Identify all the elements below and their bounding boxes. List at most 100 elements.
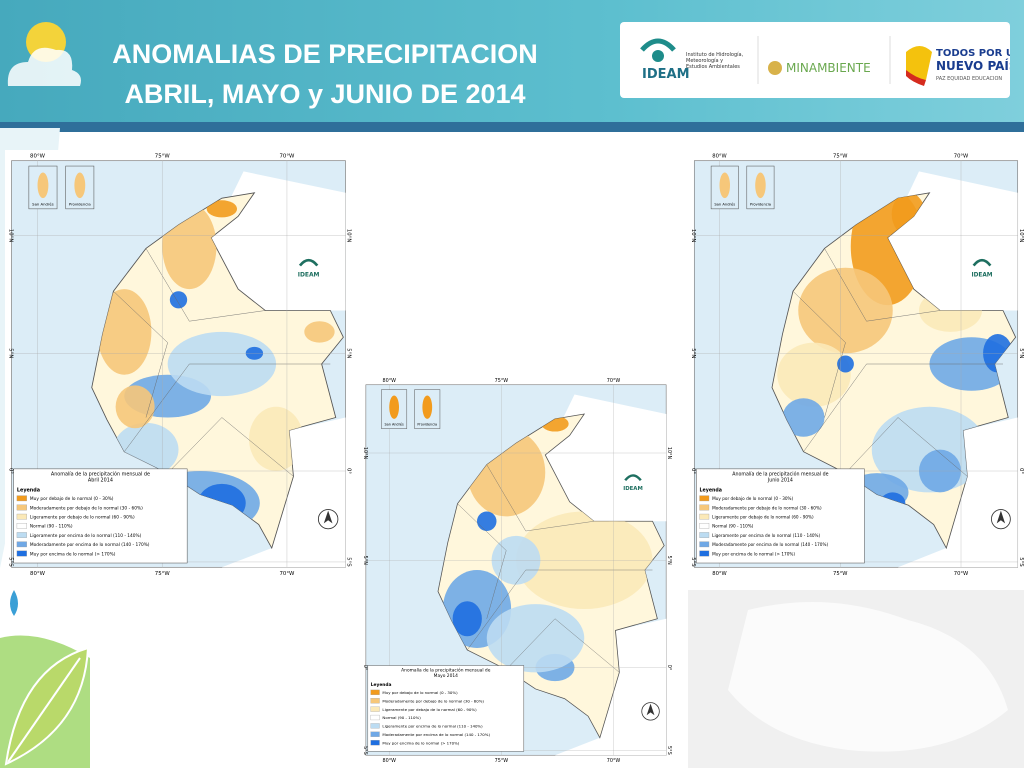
longitude-label: 70°W: [954, 571, 969, 577]
legend-label: Moderadamente por encima de lo normal (1…: [30, 542, 150, 548]
latitude-label: 0°: [666, 665, 672, 671]
legend-swatch: [16, 532, 27, 538]
latitude-label: 10°N: [666, 447, 672, 460]
legend-label: Normal (90 - 110%): [382, 715, 421, 720]
anomaly-area: [777, 342, 851, 407]
longitude-label: 70°W: [607, 378, 621, 384]
ideam-name: Estudios Ambientales: [686, 64, 740, 70]
latitude-label: 5°N: [1018, 348, 1024, 358]
legend-label: Moderadamente por debajo de lo normal (3…: [30, 505, 143, 511]
cloud-icon: [7, 22, 81, 86]
legend-label: Moderadamente por encima de lo normal (1…: [712, 542, 828, 547]
inset-label: San Andrés: [32, 203, 54, 207]
latitude-label: 5°N: [362, 556, 368, 566]
anomaly-area: [782, 398, 825, 437]
header-bar: [0, 122, 1024, 132]
inset-island: [719, 172, 730, 199]
legend-swatch: [16, 541, 27, 548]
longitude-label: 70°W: [607, 758, 621, 764]
longitude-label: 80°W: [30, 154, 46, 160]
latitude-label: 5°N: [666, 556, 672, 566]
longitude-label: 75°W: [833, 571, 848, 577]
map-logo-icon: [972, 258, 992, 267]
longitude-label: 80°W: [383, 758, 397, 764]
latitude-label: 0°: [7, 468, 13, 474]
longitude-label: 75°W: [155, 154, 171, 160]
anomaly-area: [206, 200, 238, 218]
inset-island: [74, 172, 86, 199]
legend-title: Leyenda: [371, 682, 392, 688]
government-logo: TODOS POR UN: [936, 48, 1010, 59]
anomaly-area: [798, 267, 893, 354]
legend-label: Ligeramente por debajo de lo normal (60 …: [382, 707, 477, 712]
inset-label: San Andrés: [384, 423, 404, 427]
map-title: Abril 2014: [88, 478, 113, 484]
government-logo: NUEVO PAÍS: [936, 58, 1010, 73]
legend-label: Moderadamente por debajo de lo normal (3…: [712, 505, 822, 510]
longitude-label: 80°W: [712, 571, 727, 577]
faded-map: [688, 590, 1024, 768]
anomaly-area: [115, 385, 155, 429]
legend-swatch: [16, 495, 27, 502]
longitude-label: 70°W: [954, 153, 969, 159]
latitude-label: 0°: [1018, 468, 1024, 474]
longitude-label: 80°W: [712, 153, 727, 159]
legend-swatch: [699, 550, 710, 557]
map-title: Mayo 2014: [434, 673, 458, 679]
faded-map-shape: [728, 602, 1008, 752]
precipitation-map: 80°W 80°W 75°W 75°W 70°W 70°W 10°N 10°N 5°N 5°N 0°…: [362, 378, 672, 764]
longitude-label: 80°W: [30, 571, 46, 577]
legend-swatch: [370, 731, 380, 737]
title-line: ABRIL, MAYO y JUNIO DE 2014: [124, 79, 526, 109]
inset-label: Providencia: [750, 203, 771, 207]
ideam-logo-text: IDEAM: [642, 67, 690, 82]
legend-box: [367, 665, 525, 752]
legend-swatch: [699, 532, 710, 538]
legend-swatch: [370, 689, 380, 695]
legend-label: Ligeramente por encima de lo normal (110…: [712, 533, 820, 538]
anomaly-area: [477, 511, 497, 531]
legend-label: Normal (90 - 110%): [30, 524, 73, 530]
anomaly-area: [486, 604, 585, 673]
map-panel: 80°W 80°W 75°W 75°W 70°W 70°W 10°N 10°N 5°N 5°N 0°…: [688, 150, 1024, 578]
anomaly-area: [248, 406, 304, 471]
longitude-label: 70°W: [279, 571, 295, 577]
latitude-label: 5°N: [346, 348, 352, 358]
legend-swatch: [16, 513, 27, 520]
compass-arrow: [646, 703, 655, 716]
latitude-label: 5°S: [346, 557, 352, 567]
legend-swatch: [16, 523, 27, 529]
legend-swatch: [699, 504, 710, 511]
anomaly-area: [304, 321, 335, 343]
map-title: Anomalía de la precipitación mensual de: [401, 666, 491, 673]
inset-island: [37, 172, 49, 199]
inset-label: San Andrés: [714, 203, 735, 207]
government-logo: PAZ EQUIDAD EDUCACION: [936, 76, 1002, 82]
latitude-label: 5°S: [7, 557, 13, 567]
anomaly-area: [169, 291, 188, 309]
map-title: Anomalía de la precipitación mensual de: [732, 470, 828, 477]
legend-label: Muy por encima de lo normal (> 170%): [30, 551, 116, 557]
longitude-label: 75°W: [833, 153, 848, 159]
legend-label: Muy por debajo de lo normal (0 - 30%): [712, 496, 793, 501]
legend-swatch: [699, 541, 710, 548]
inset-label: Providencia: [417, 423, 437, 427]
compass-arrow: [323, 510, 333, 524]
ministry-logo: MINAMBIENTE: [786, 61, 871, 75]
map-logo: IDEAM: [971, 272, 992, 278]
map-title: Junio 2014: [767, 478, 793, 484]
map-logo-icon: [624, 474, 642, 482]
legend-label: Moderadamente por debajo de lo normal (3…: [382, 698, 484, 703]
legend-swatch: [370, 714, 380, 721]
longitude-label: 75°W: [495, 758, 509, 764]
latitude-label: 5°S: [1018, 557, 1024, 567]
latitude-label: 10°N: [1018, 229, 1024, 243]
map-logo-icon: [298, 258, 319, 267]
legend-title: Leyenda: [700, 487, 722, 493]
inset-label: Providencia: [69, 203, 91, 207]
logo-box: IDEAM Instituto de Hidrología, Meteorolo…: [620, 22, 1022, 98]
legend-swatch: [699, 495, 710, 502]
legend-title: Leyenda: [17, 487, 40, 493]
legend-label: Ligeramente por encima de lo normal (110…: [30, 533, 142, 539]
legend-label: Muy por debajo de lo normal (0 - 30%): [382, 690, 458, 695]
